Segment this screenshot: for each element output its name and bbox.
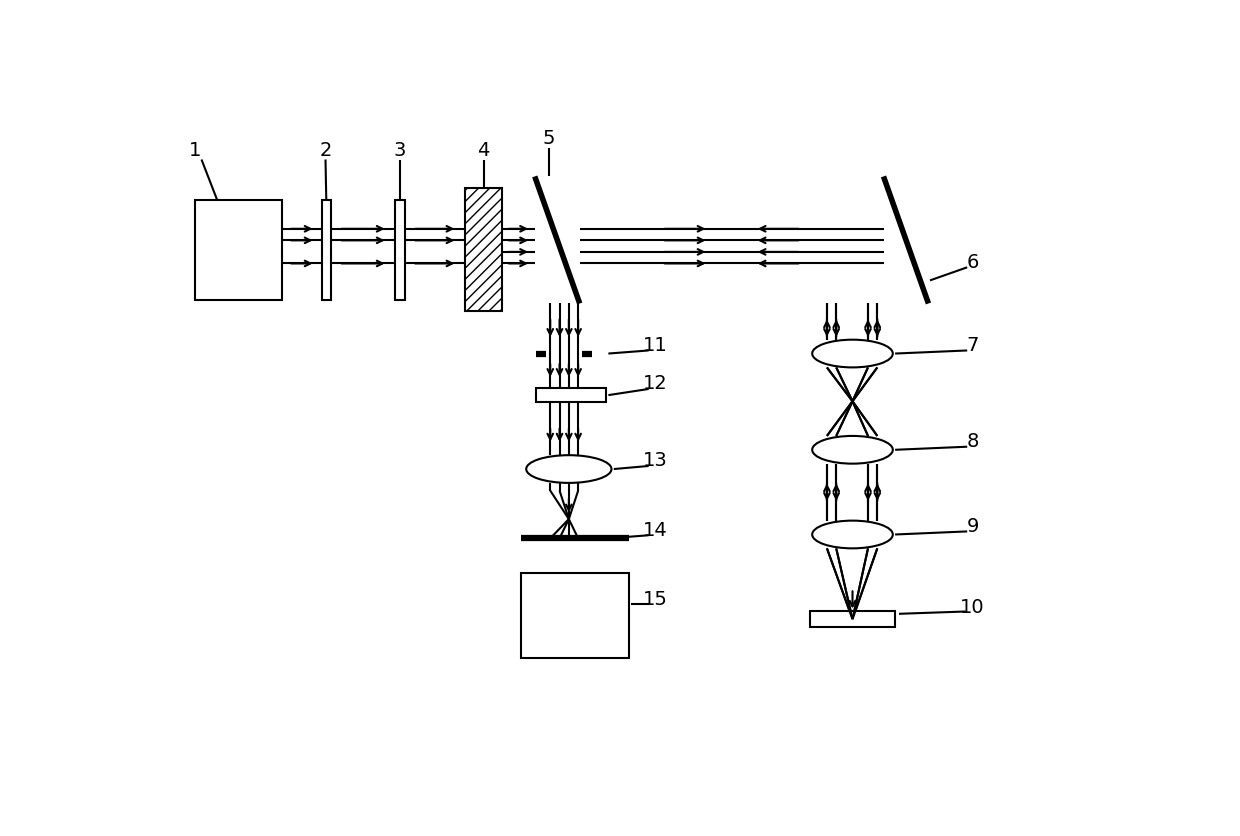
- Text: 15: 15: [642, 589, 667, 608]
- Text: 1: 1: [190, 140, 201, 160]
- Text: 9: 9: [966, 516, 978, 535]
- Bar: [321, 201, 331, 300]
- Ellipse shape: [526, 456, 611, 483]
- Bar: [196, 201, 283, 300]
- Text: 4: 4: [477, 140, 490, 160]
- Text: 6: 6: [966, 252, 978, 272]
- Bar: [396, 201, 404, 300]
- Bar: [521, 573, 629, 658]
- Ellipse shape: [812, 436, 893, 464]
- Bar: [536, 389, 606, 403]
- Text: 3: 3: [394, 140, 405, 160]
- Text: 14: 14: [642, 520, 667, 539]
- Text: 12: 12: [642, 374, 667, 393]
- Text: 10: 10: [960, 597, 985, 616]
- Text: 2: 2: [320, 140, 331, 160]
- Bar: [810, 612, 895, 627]
- Text: 11: 11: [642, 335, 667, 354]
- Bar: [465, 189, 502, 312]
- Text: 13: 13: [642, 451, 667, 470]
- Ellipse shape: [812, 340, 893, 368]
- Text: 7: 7: [966, 335, 978, 354]
- Ellipse shape: [812, 521, 893, 548]
- Text: 5: 5: [542, 130, 556, 148]
- Text: 8: 8: [966, 431, 978, 451]
